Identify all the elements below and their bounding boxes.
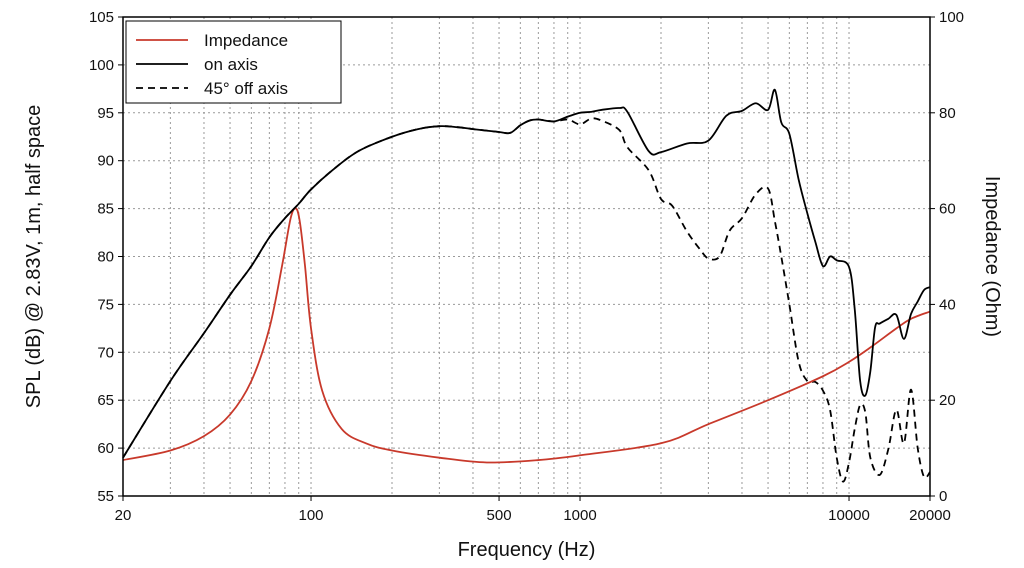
legend-entry-impedance: Impedance bbox=[204, 31, 288, 50]
y2-tick-label: 40 bbox=[939, 296, 956, 313]
y2-tick-label: 80 bbox=[939, 105, 956, 122]
y-tick-label: 80 bbox=[97, 249, 114, 266]
y2-tick-label: 20 bbox=[939, 392, 956, 409]
x-tick-label: 10000 bbox=[828, 507, 870, 524]
x-tick-label: 20 bbox=[115, 507, 132, 524]
legend: Impedance on axis 45° off axis bbox=[125, 20, 342, 104]
series-line-on-axis bbox=[122, 88, 931, 459]
y-tick-label: 100 bbox=[89, 57, 114, 74]
x-axis-label: Frequency (Hz) bbox=[458, 539, 596, 561]
y-tick-label: 65 bbox=[97, 392, 114, 409]
series-line-off-axis bbox=[122, 117, 931, 483]
y-tick-label: 105 bbox=[89, 9, 114, 26]
legend-box bbox=[125, 20, 342, 104]
axis-ticks: 20 100 500 1000 10000 20000556065707580859095… bbox=[89, 9, 964, 524]
y-tick-label: 90 bbox=[97, 153, 114, 170]
y2-tick-label: 0 bbox=[939, 488, 947, 505]
y-tick-label: 75 bbox=[97, 296, 114, 313]
series-group bbox=[122, 88, 931, 483]
series-line-impedance bbox=[122, 207, 931, 464]
legend-entry-off-axis: 45° off axis bbox=[204, 79, 288, 98]
y-tick-label: 70 bbox=[97, 344, 114, 361]
y-axis-label: SPL (dB) @ 2.83V, 1m, half space bbox=[23, 105, 45, 408]
x-tick-label: 100 bbox=[299, 507, 324, 524]
y-tick-label: 85 bbox=[97, 201, 114, 218]
y2-tick-label: 60 bbox=[939, 201, 956, 218]
x-tick-label: 1000 bbox=[563, 507, 596, 524]
legend-entry-on-axis: on axis bbox=[204, 55, 258, 74]
y-tick-label: 95 bbox=[97, 105, 114, 122]
y2-tick-label: 100 bbox=[939, 9, 964, 26]
y-tick-label: 55 bbox=[97, 488, 114, 505]
y-tick-label: 60 bbox=[97, 440, 114, 457]
x-tick-label: 20000 bbox=[909, 507, 951, 524]
x-tick-label: 500 bbox=[487, 507, 512, 524]
y2-axis-label: Impedance (Ohm) bbox=[981, 176, 1003, 337]
